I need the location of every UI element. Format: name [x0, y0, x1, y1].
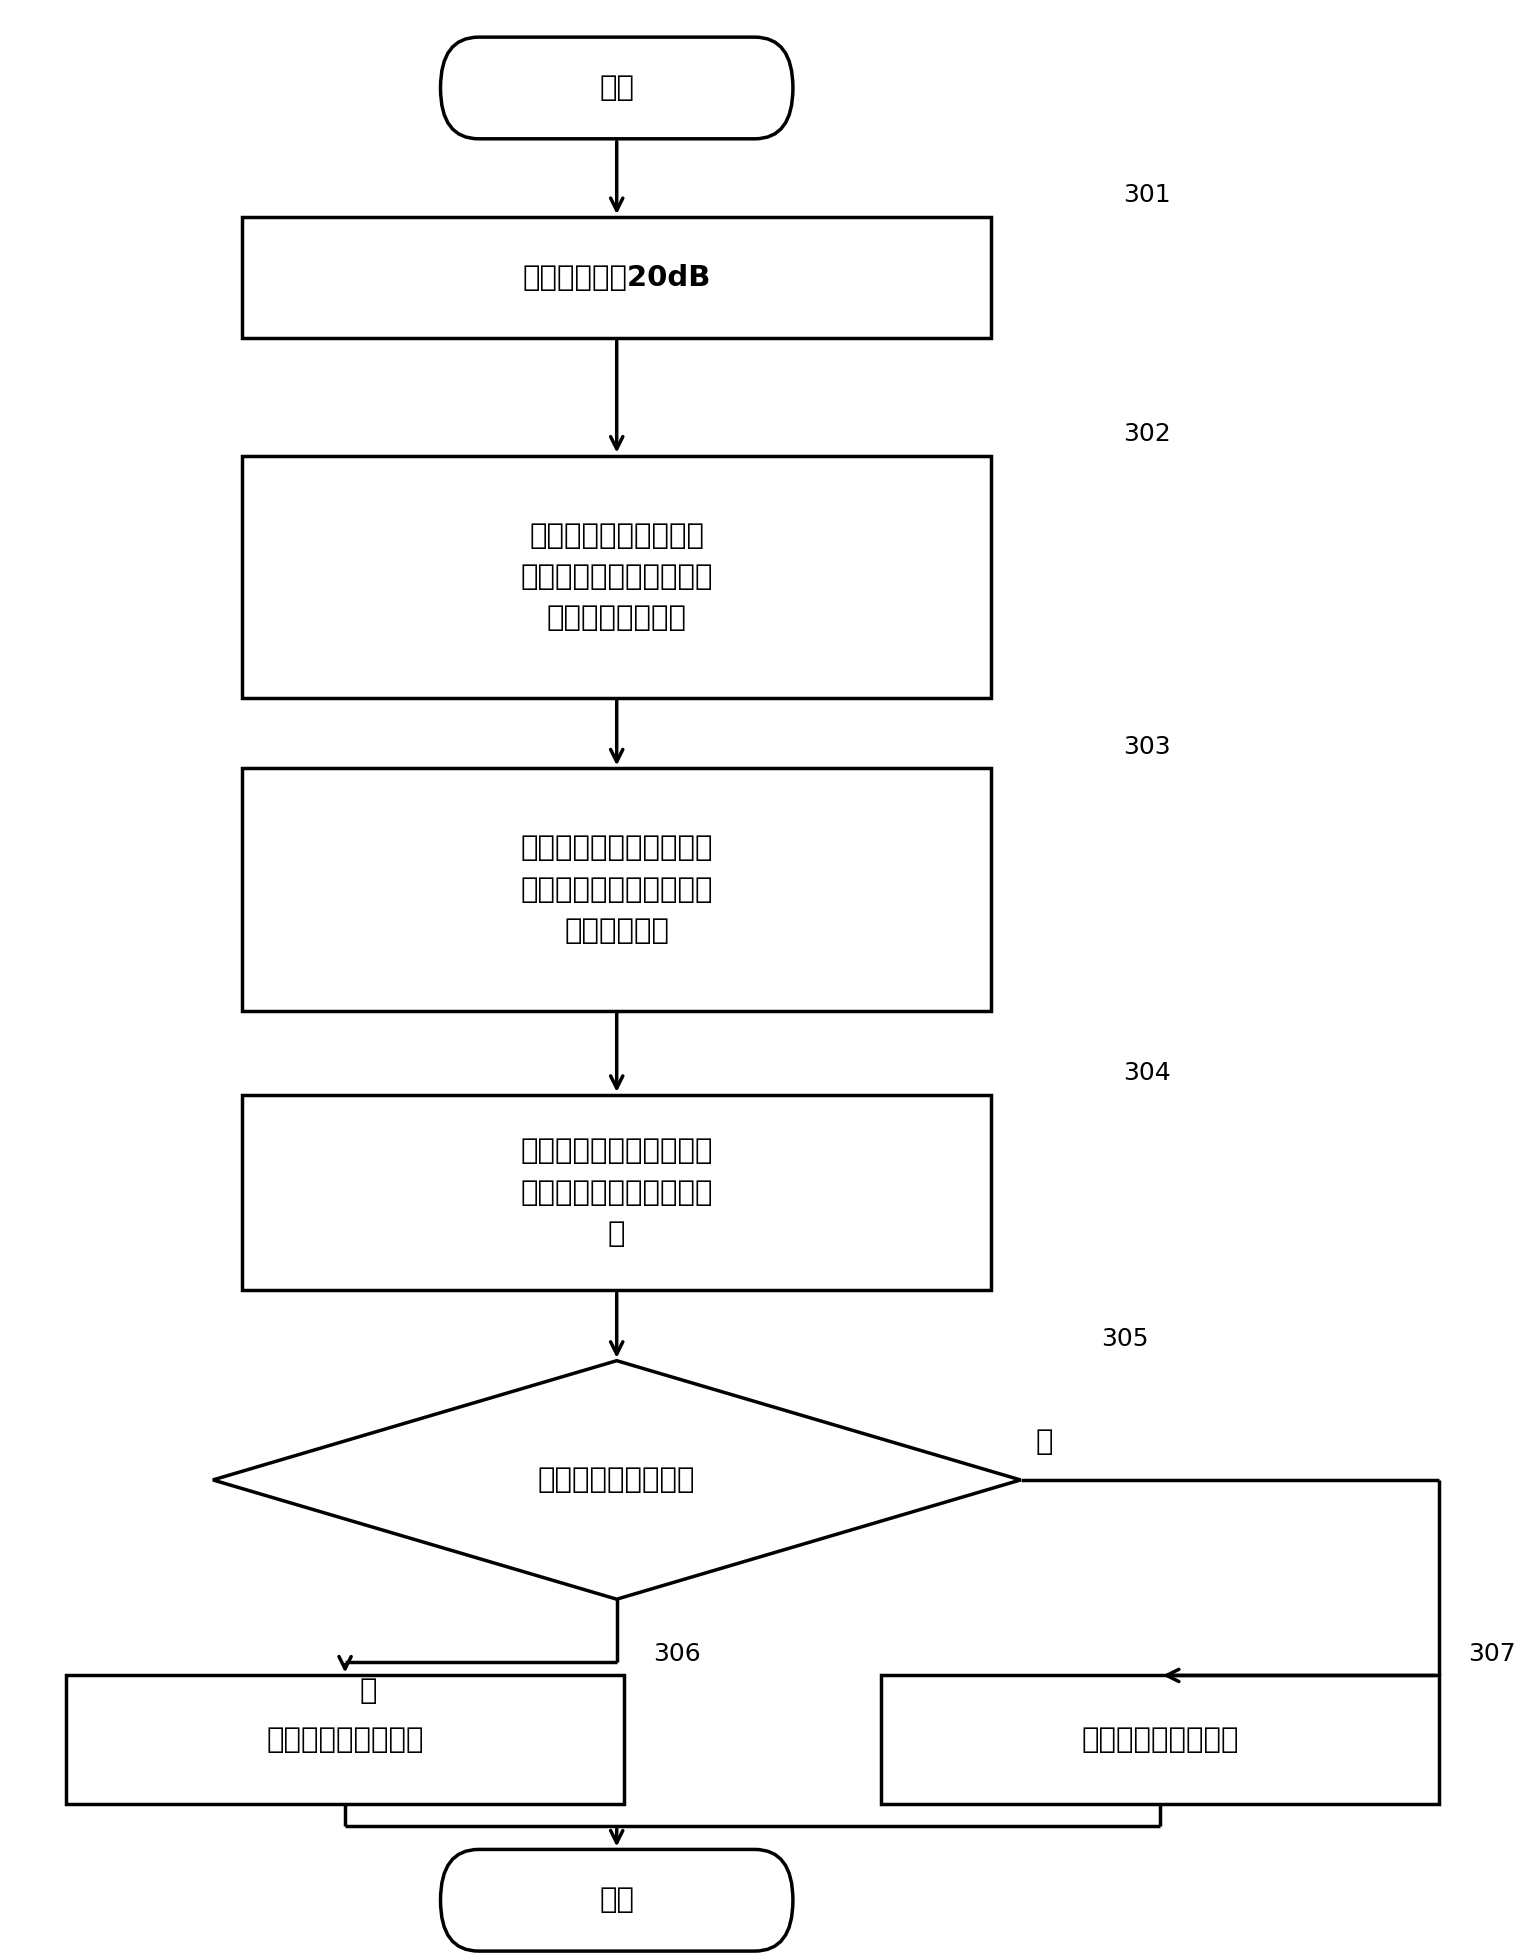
FancyBboxPatch shape: [441, 37, 793, 139]
Bar: [243, 1095, 991, 1290]
Text: 是: 是: [359, 1677, 377, 1705]
Text: 选择最大的信号干扰比所
在的支路的下行码域发射
功率为参考值: 选择最大的信号干扰比所 在的支路的下行码域发射 功率为参考值: [520, 835, 713, 944]
Bar: [243, 768, 991, 1011]
Text: 差值是否大于门限值: 差值是否大于门限值: [538, 1466, 696, 1494]
Text: 预设门限值为20dB: 预设门限值为20dB: [523, 264, 711, 291]
Bar: [243, 456, 991, 698]
Text: 保留该支路下行发射: 保留该支路下行发射: [1081, 1726, 1239, 1754]
Text: 305: 305: [1101, 1327, 1149, 1351]
Bar: [881, 1675, 1439, 1804]
Bar: [243, 217, 991, 338]
Text: 303: 303: [1123, 735, 1170, 759]
Text: 302: 302: [1123, 422, 1170, 446]
Text: 301: 301: [1123, 184, 1170, 207]
Bar: [67, 1675, 625, 1804]
Text: 开始: 开始: [599, 74, 634, 102]
FancyBboxPatch shape: [441, 1849, 793, 1951]
Text: 通过事件触发机制监测
上行接收的信号干扰比和
下行码域发射功率: 通过事件触发机制监测 上行接收的信号干扰比和 下行码域发射功率: [520, 522, 713, 631]
Text: 307: 307: [1469, 1642, 1516, 1666]
Text: 306: 306: [653, 1642, 702, 1666]
Polygon shape: [212, 1361, 1020, 1599]
Text: 结束: 结束: [599, 1887, 634, 1914]
Text: 关闭该支路下行发射: 关闭该支路下行发射: [267, 1726, 424, 1754]
Text: 304: 304: [1123, 1062, 1170, 1085]
Text: 否: 否: [1035, 1429, 1052, 1456]
Text: 将各支路的下行码域发射
功率减去参考值，得到差
值: 将各支路的下行码域发射 功率减去参考值，得到差 值: [520, 1138, 713, 1247]
